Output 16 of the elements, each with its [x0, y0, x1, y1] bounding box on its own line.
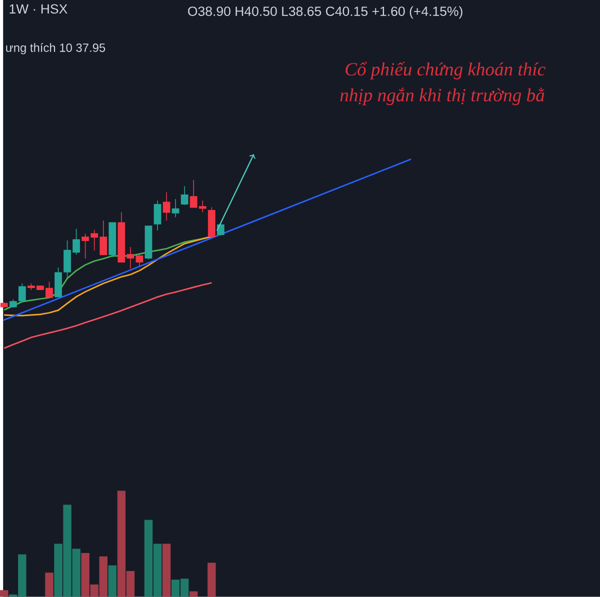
- bar: [208, 562, 216, 597]
- bar: [162, 544, 171, 597]
- text: Cổ phiếu chứng khoán thíc: [346, 62, 546, 80]
- candlestick: [162, 192, 170, 221]
- bar: [108, 565, 117, 597]
- candlestick: [18, 283, 26, 302]
- candlestick: [180, 186, 188, 206]
- bar: [45, 572, 54, 597]
- text: ưng thích 10 37.95: [6, 43, 106, 54]
- text: nhịp ngắn khi thị trường bằ: [340, 88, 544, 106]
- chart-title: 1W · HSX: [10, 4, 68, 14]
- candlestick: [172, 198, 180, 218]
- candlestick: [154, 200, 162, 231]
- candlestick: [54, 267, 62, 298]
- text: O38.90 H40.50 L38.65 C40.15 +1.60 (+4.15%): [188, 6, 462, 19]
- candlestick: [136, 254, 144, 266]
